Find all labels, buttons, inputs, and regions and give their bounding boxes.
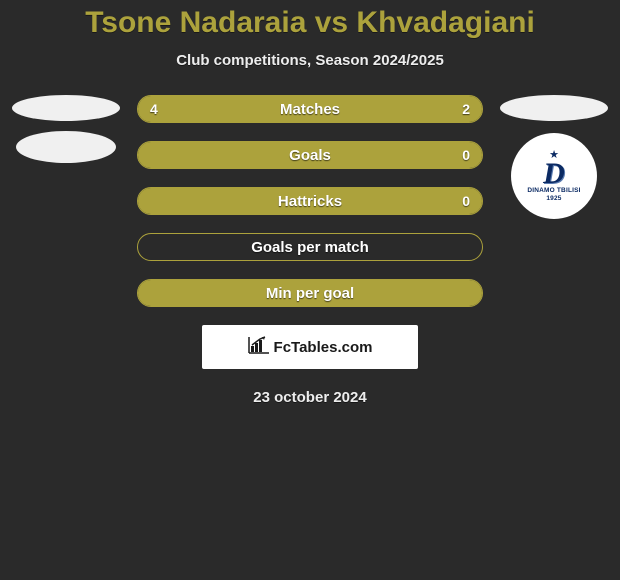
club-badge-inner: ★ D DINAMO TBILISI 1925	[517, 139, 591, 213]
chart-title: Tsone Nadaraia vs Khvadagiani	[0, 6, 620, 40]
left-player-column	[6, 95, 126, 163]
bar-chart-icon	[248, 336, 270, 358]
club-letter: D	[543, 160, 565, 187]
stat-row: Goals0	[137, 141, 483, 169]
chart-subtitle: Club competitions, Season 2024/2025	[0, 52, 620, 69]
right-club-badge: ★ D DINAMO TBILISI 1925	[511, 133, 597, 219]
stat-right-value: 2	[462, 96, 470, 122]
stat-left-fill	[138, 96, 367, 122]
right-player-column: ★ D DINAMO TBILISI 1925	[494, 95, 614, 219]
stat-left-fill	[138, 280, 482, 306]
stat-left-value: 4	[150, 96, 158, 122]
chart-core: ★ D DINAMO TBILISI 1925 Matches42Goals0H…	[0, 95, 620, 307]
chart-date: 23 october 2024	[0, 389, 620, 406]
stat-right-value: 0	[462, 188, 470, 214]
club-name-label: DINAMO TBILISI	[527, 188, 580, 195]
stat-left-fill	[138, 188, 482, 214]
fctables-logo: FcTables.com	[202, 325, 418, 369]
stat-row: Hattricks0	[137, 187, 483, 215]
stat-row: Min per goal	[137, 279, 483, 307]
stat-left-fill	[138, 142, 482, 168]
fctables-logo-text: FcTables.com	[274, 339, 373, 356]
right-flag-placeholder	[500, 95, 608, 121]
stat-row: Goals per match	[137, 233, 483, 261]
stat-bars: Matches42Goals0Hattricks0Goals per match…	[137, 95, 483, 307]
left-flag-placeholder	[12, 95, 120, 121]
stat-label: Goals per match	[138, 234, 482, 260]
stat-row: Matches42	[137, 95, 483, 123]
infographic-container: Tsone Nadaraia vs Khvadagiani Club compe…	[0, 0, 620, 406]
stat-right-value: 0	[462, 142, 470, 168]
club-year-label: 1925	[546, 196, 561, 203]
left-face-placeholder	[16, 131, 116, 163]
